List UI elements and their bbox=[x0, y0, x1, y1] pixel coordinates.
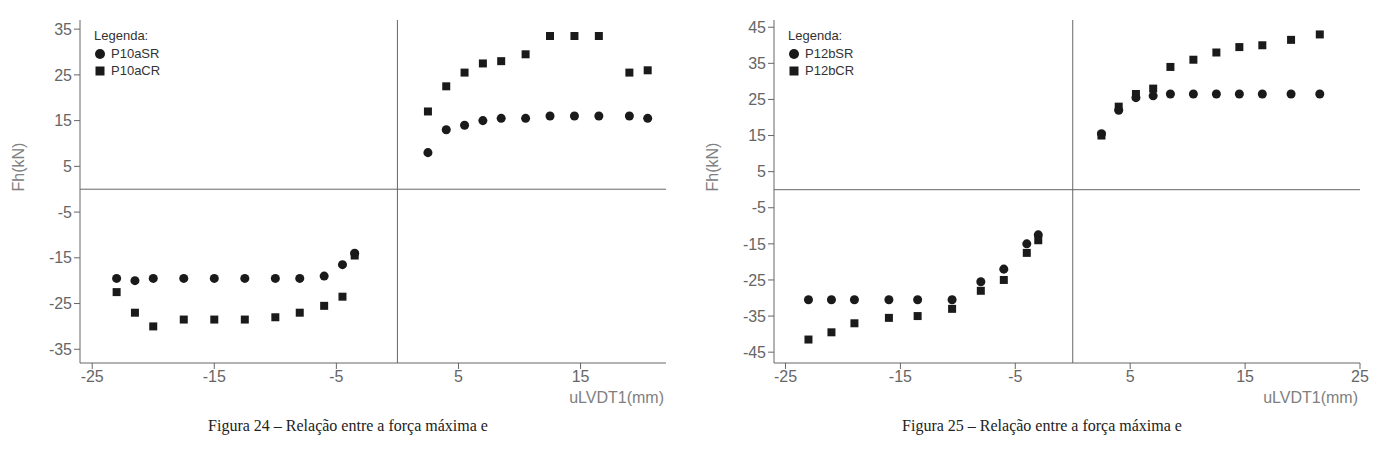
svg-text:15: 15 bbox=[54, 112, 72, 129]
svg-text:25: 25 bbox=[1351, 368, 1369, 385]
svg-text:15: 15 bbox=[572, 368, 590, 385]
svg-text:-25: -25 bbox=[49, 295, 72, 312]
svg-text:5: 5 bbox=[1126, 368, 1135, 385]
svg-text:35: 35 bbox=[748, 55, 766, 72]
html-text:P10aCR: P10aCR bbox=[111, 63, 161, 78]
svg-text:Fh(kN): Fh(kN) bbox=[704, 143, 721, 192]
svg-text:uLVDT1(mm): uLVDT1(mm) bbox=[1263, 389, 1358, 406]
svg-text:-15: -15 bbox=[203, 368, 226, 385]
svg-text:5: 5 bbox=[454, 368, 463, 385]
html-text:P12bCR: P12bCR bbox=[805, 63, 855, 78]
svg-text:35: 35 bbox=[54, 21, 72, 38]
svg-text:-25: -25 bbox=[774, 368, 797, 385]
svg-text:-5: -5 bbox=[329, 368, 343, 385]
svg-text:-25: -25 bbox=[743, 272, 766, 289]
svg-text:-25: -25 bbox=[81, 368, 104, 385]
svg-text:25: 25 bbox=[748, 91, 766, 108]
svg-text:-15: -15 bbox=[743, 236, 766, 253]
html-text:Legenda:: Legenda: bbox=[788, 28, 843, 43]
svg-text:5: 5 bbox=[63, 158, 72, 175]
svg-text:25: 25 bbox=[54, 67, 72, 84]
svg-text:-45: -45 bbox=[743, 344, 766, 361]
svg-text:15: 15 bbox=[1236, 368, 1254, 385]
svg-text:15: 15 bbox=[748, 127, 766, 144]
svg-text:uLVDT1(mm): uLVDT1(mm) bbox=[569, 389, 664, 406]
html-text:Figura 25 – Relação entre a fo: Figura 25 – Relação entre a força máxima… bbox=[902, 417, 1182, 434]
svg-text:-35: -35 bbox=[743, 308, 766, 325]
svg-text:-35: -35 bbox=[49, 341, 72, 358]
svg-text:-5: -5 bbox=[58, 204, 72, 221]
svg-text:-15: -15 bbox=[49, 249, 72, 266]
svg-text:Fh(kN): Fh(kN) bbox=[10, 143, 27, 192]
svg-text:45: 45 bbox=[748, 19, 766, 36]
svg-text:-5: -5 bbox=[1008, 368, 1022, 385]
svg-text:5: 5 bbox=[757, 163, 766, 180]
html-text:Legenda:: Legenda: bbox=[94, 28, 149, 43]
html-text:P12bSR: P12bSR bbox=[805, 46, 854, 61]
html-text:P10aSR: P10aSR bbox=[111, 46, 160, 61]
html-text:Figura 24 – Relação entre a fo: Figura 24 – Relação entre a força máxima… bbox=[208, 417, 488, 434]
svg-text:-5: -5 bbox=[752, 199, 766, 216]
svg-text:-15: -15 bbox=[889, 368, 912, 385]
